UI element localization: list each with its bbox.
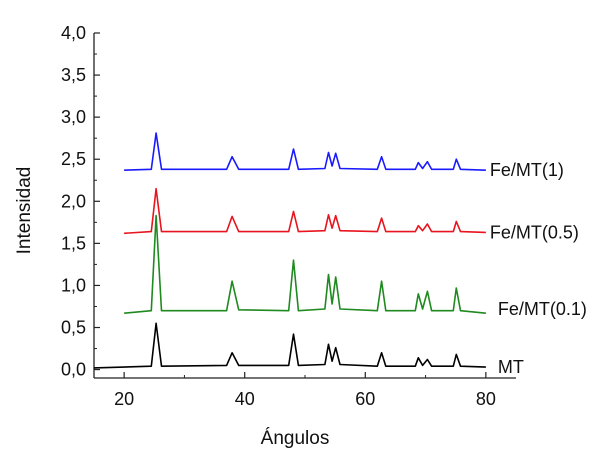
x-axis-title: Ángulos xyxy=(261,428,330,449)
y-tick-label: 1,0 xyxy=(61,275,86,295)
series-label-2: Fe/MT(0.5) xyxy=(490,222,579,242)
series-line-0 xyxy=(93,322,486,369)
series-label-3: Fe/MT(1) xyxy=(490,160,564,180)
series-line-1 xyxy=(124,214,486,314)
x-tick-label: 40 xyxy=(235,389,255,409)
y-tick-label: 3,5 xyxy=(61,65,86,85)
y-tick-label: 1,5 xyxy=(61,233,86,253)
series-label-0: MT xyxy=(498,357,524,377)
y-tick-label: 3,0 xyxy=(61,107,86,127)
y-tick-label: 4,0 xyxy=(61,23,86,43)
series-label-1: Fe/MT(0.1) xyxy=(498,299,587,319)
series-line-2 xyxy=(124,187,486,235)
y-axis-title: Intensidad xyxy=(14,167,35,255)
x-tick-label: 60 xyxy=(355,389,375,409)
series-line-3 xyxy=(124,132,486,171)
axes: 0,0 0,5 1,0 1,5 2,0 2,5 3,0 3,5 4,0 20 40 60 80 xyxy=(61,23,516,409)
plot-area: MT Fe/MT(0.1) Fe/MT(0.5) Fe/MT(1) xyxy=(93,132,587,377)
y-tick-label: 0,5 xyxy=(61,318,86,338)
x-tick-label: 80 xyxy=(476,389,496,409)
y-tick-label: 2,5 xyxy=(61,149,86,169)
y-tick-label: 2,0 xyxy=(61,191,86,211)
x-tick-label: 20 xyxy=(114,389,134,409)
y-tick-label: 0,0 xyxy=(61,360,86,380)
